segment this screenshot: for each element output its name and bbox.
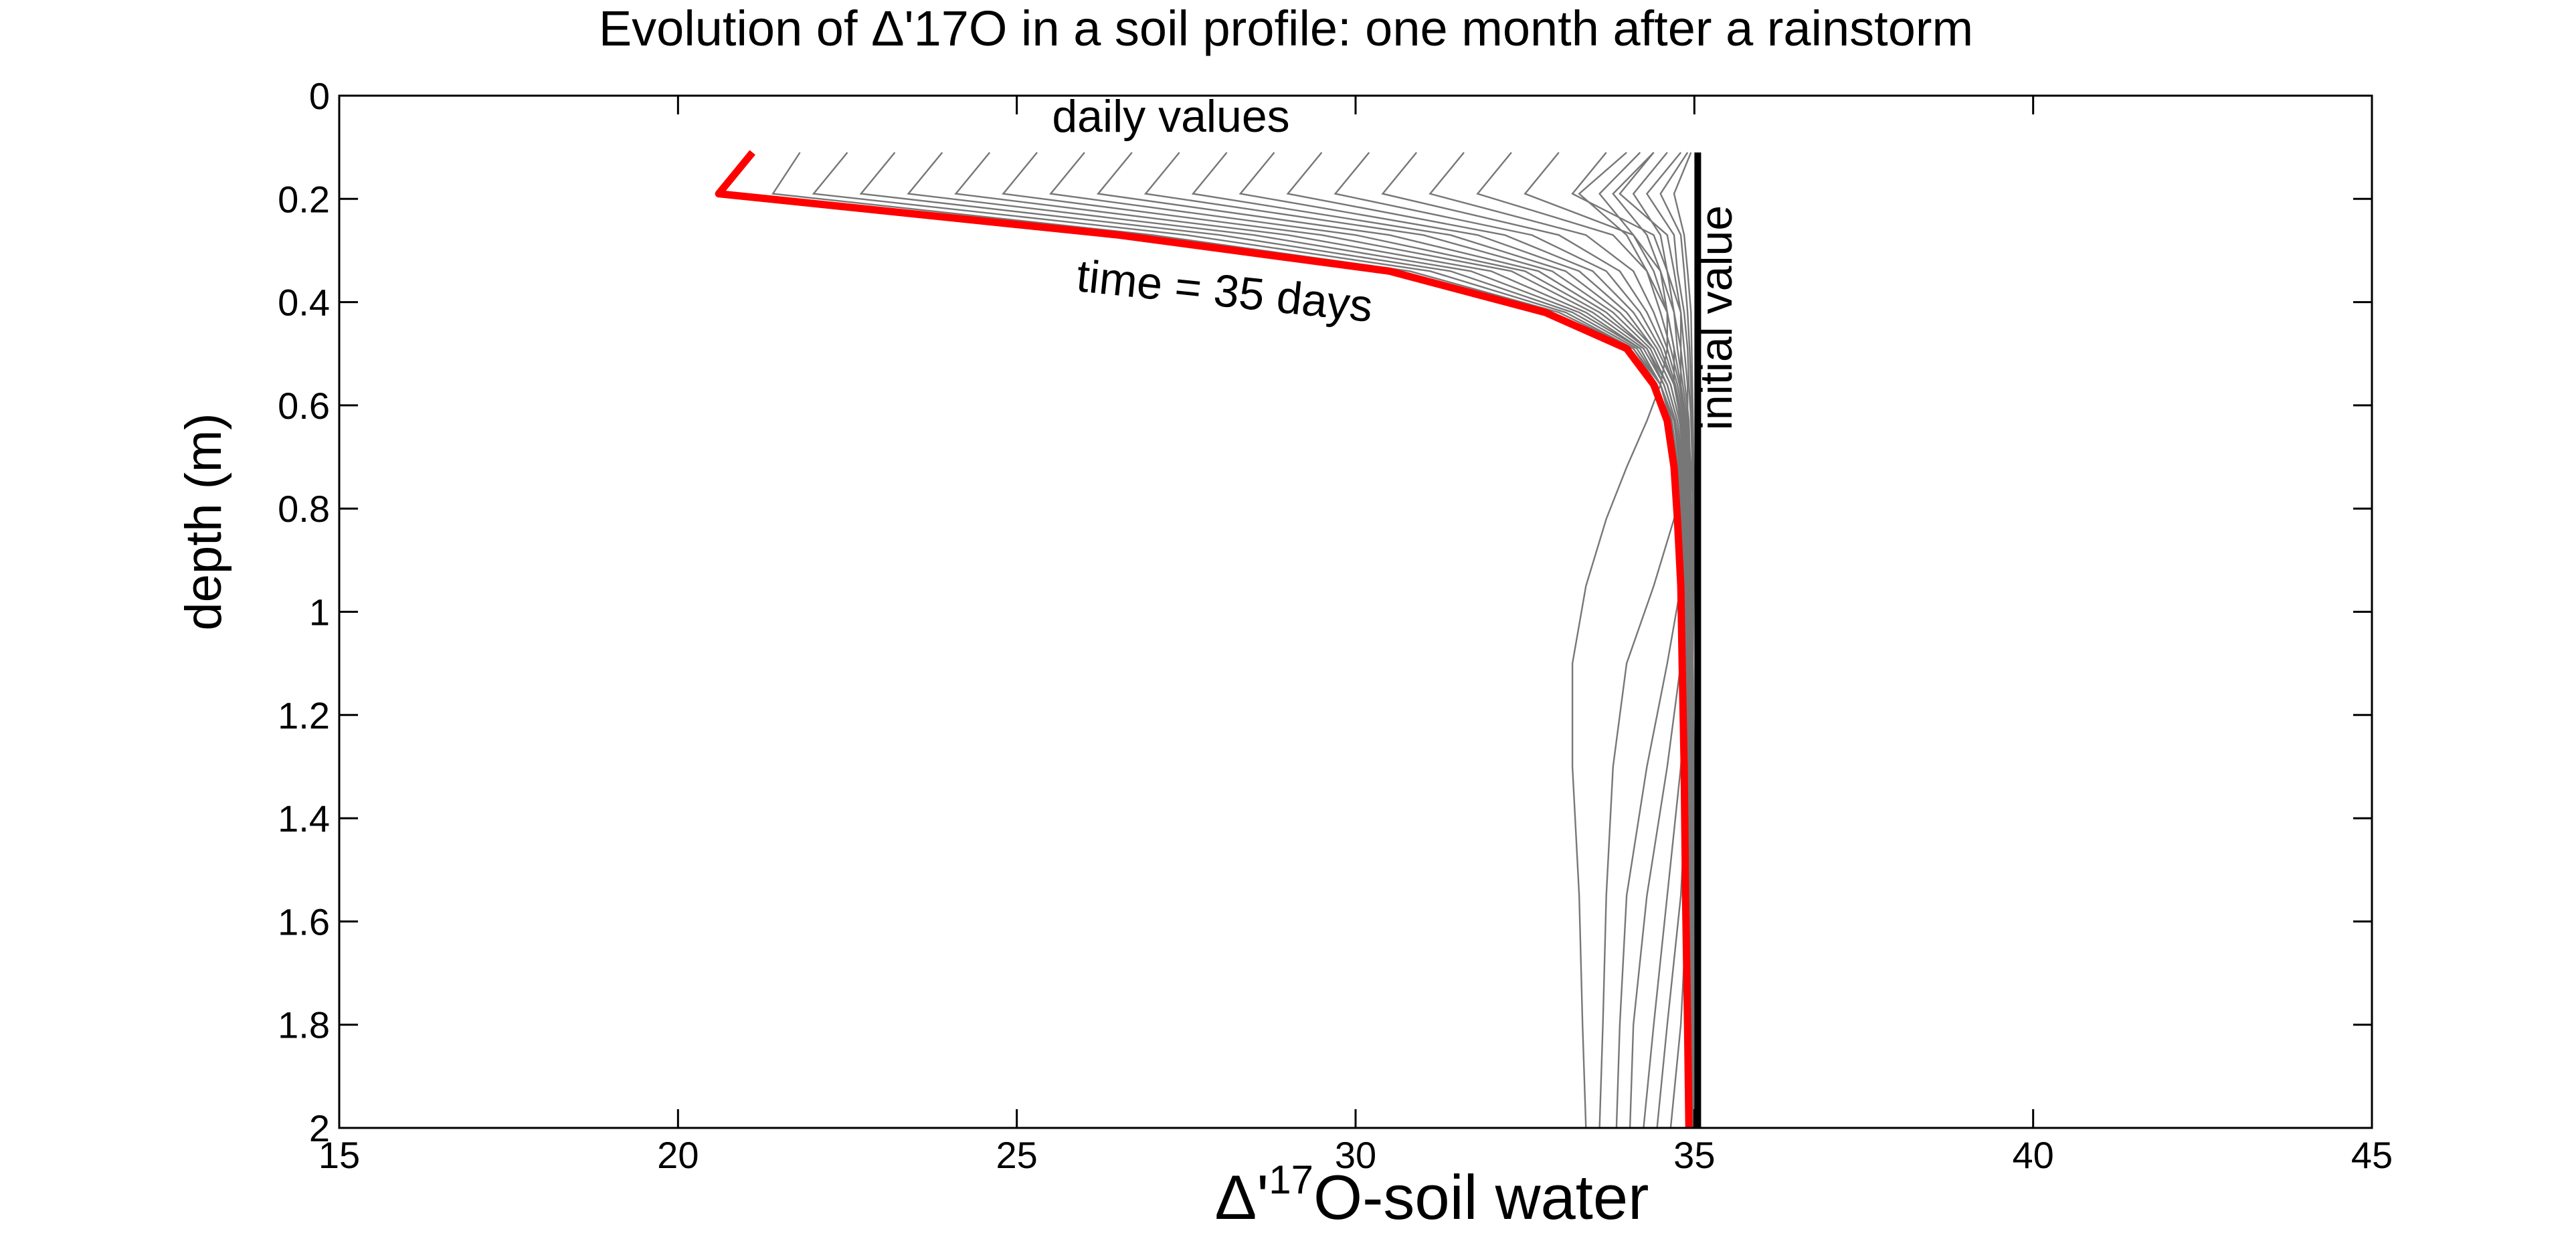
y-tick-label: 1.6 [278,900,330,943]
final-series-line [715,150,1693,1129]
x-tick-label: 30 [1335,1134,1376,1176]
daily-curve-22 [1612,152,1689,1129]
y-tick-label: 1.8 [278,1004,330,1046]
daily-curve-21 [1598,152,1689,1129]
x-tick-label: 45 [2351,1134,2393,1176]
y-tick-label: 1.2 [278,694,330,737]
x-axis-label-rest: O-soil water [1313,1162,1649,1232]
plot-area [715,150,1701,1129]
x-tick-label: 15 [318,1134,360,1176]
y-tick-label: 2 [309,1107,330,1149]
chart-title: Evolution of Δ'17O in a soil profile: on… [599,1,1973,56]
x-tick-label: 25 [996,1134,1038,1176]
x-tick-label: 40 [2013,1134,2054,1176]
x-axis-label-main: Δ' [1215,1162,1269,1232]
y-axis-label: depth (m) [175,413,232,630]
daily-curve-26 [1669,152,1695,1129]
y-tick-label: 0 [309,75,330,117]
y-tick-label: 1 [309,591,330,634]
x-tick-label: 35 [1673,1134,1715,1176]
x-axis-label-superscript: 17 [1269,1157,1313,1202]
y-tick-label: 1.4 [278,797,330,840]
daily-curve-20 [1571,151,1669,1129]
y-tick-label: 0.4 [278,282,330,324]
y-tick-label: 0.8 [278,488,330,530]
daily-values-annotation: daily values [1052,91,1289,142]
x-tick-label: 20 [657,1134,699,1176]
axis-ticks: 15 20 25 30 35 40 45 0 0.2 0.4 0.6 0.8 1 1.2 1.4 1.6 1.8… [278,75,2393,1176]
x-axis-label: Δ'17O-soil water [1215,1157,1649,1232]
initial-value-annotation: initial value [1691,205,1742,430]
y-tick-label: 0.6 [278,385,330,427]
daily-curve-23 [1629,152,1692,1129]
y-tick-label: 0.2 [278,178,330,220]
